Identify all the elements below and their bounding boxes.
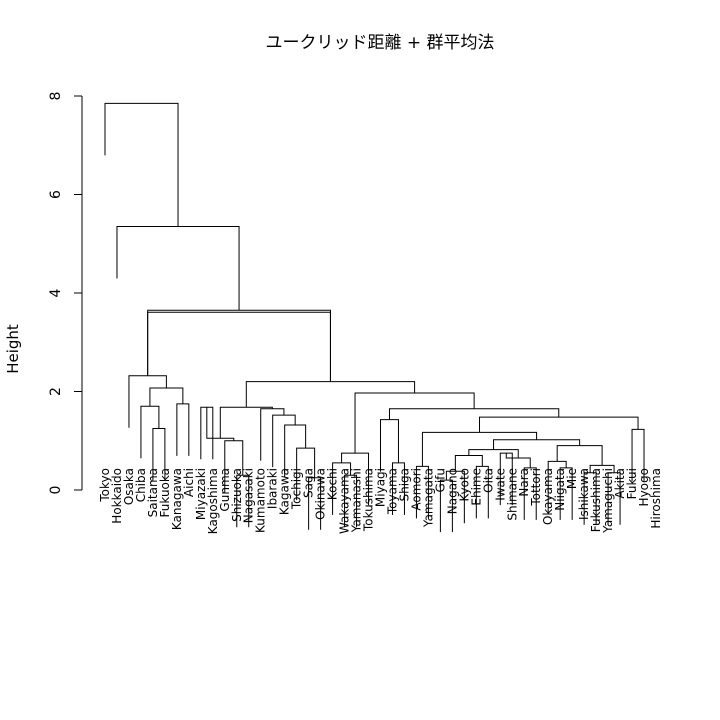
leaf-label: Yamaguchi	[601, 468, 615, 534]
dendrogram-link	[147, 311, 331, 382]
leaf-label: Fukui	[625, 468, 639, 499]
leaf-label: Miyagi	[374, 468, 388, 507]
dendrogram-link	[176, 403, 190, 456]
leaf-label: Wakayama	[338, 468, 352, 534]
leaf-label: Saga	[302, 468, 316, 498]
leaf-label: Iwate	[493, 468, 507, 501]
dendrogram-link	[493, 439, 581, 450]
leaf-label: Shimane	[505, 468, 519, 521]
leaf-label: Tochigi	[290, 468, 304, 510]
dendrogram-link	[206, 407, 235, 441]
dendrogram-link	[245, 381, 416, 408]
leaf-label: Shizuoka	[230, 468, 244, 522]
leaf-label: Kanagawa	[170, 468, 184, 530]
leaf-label: Ishikawa	[577, 468, 591, 520]
dendrogram-link	[421, 431, 538, 467]
dendrogram-link	[468, 449, 519, 458]
y-axis-label: Height	[4, 324, 22, 374]
leaf-label: Gifu	[433, 468, 447, 492]
leaf-label: Miyazaki	[194, 468, 208, 520]
leaf-label: Kumamoto	[254, 468, 268, 533]
y-axis: 0 2 4 6 8	[48, 92, 83, 495]
leaf-label: Oita	[481, 468, 495, 493]
dendrogram-link	[116, 226, 240, 311]
leaf-label: Chiba	[134, 468, 148, 502]
dendrogram-link	[308, 477, 322, 530]
leaf-label: Ehime	[469, 468, 483, 506]
leaf-label: Saitama	[146, 468, 160, 517]
leaf-label: Kochi	[326, 468, 340, 500]
y-tick-label: 6	[48, 190, 64, 199]
leaf-label: Akita	[613, 468, 627, 499]
leaf-label: Shiga	[397, 468, 411, 502]
leaf-label: Ibaraki	[266, 468, 280, 509]
chart-title: ユークリッド距離 + 群平均法	[265, 33, 494, 53]
leaf-label: Aichi	[182, 468, 196, 497]
dendrogram-links	[104, 102, 645, 533]
leaf-label: Yamanashi	[350, 468, 364, 533]
leaf-label: Hyogo	[637, 468, 651, 506]
leaf-label: Tottori	[529, 468, 543, 507]
leaf-label: Fukuoka	[158, 468, 172, 517]
dendrogram-link	[391, 462, 405, 515]
leaf-label: Niigata	[553, 468, 567, 511]
leaf-label: Nara	[517, 468, 531, 497]
leaf-label: Fukushima	[589, 468, 603, 532]
leaf-label: Kyoto	[457, 468, 471, 502]
leaf-label: Toyama	[385, 468, 399, 515]
y-tick-label: 4	[48, 288, 64, 297]
leaf-label: Osaka	[122, 468, 136, 505]
dendrogram-link	[147, 309, 331, 382]
dendrogram-link	[556, 445, 603, 466]
dendrogram-link	[140, 405, 160, 459]
dendrogram-link	[296, 447, 316, 501]
leaf-label: Okinawa	[314, 468, 328, 520]
dendrogram-link	[219, 406, 273, 439]
leaf-labels: TokyoHokkaidoOsakaChibaSaitamaFukuokaKan…	[98, 468, 663, 534]
dendrogram-link	[354, 392, 475, 454]
leaf-label: Yamagata	[421, 468, 435, 528]
leaf-label: Kagawa	[278, 468, 292, 515]
leaf-label: Mie	[565, 468, 579, 489]
dendrogram-link	[479, 416, 639, 433]
leaf-label: Kagoshima	[206, 468, 220, 534]
leaf-label: Aomori	[409, 468, 423, 511]
dendrogram-link	[380, 419, 399, 472]
leaf-label: Hiroshima	[649, 468, 663, 529]
leaf-label: Okayama	[541, 468, 555, 525]
dendrogram-link	[341, 452, 370, 506]
leaf-label: Gunma	[218, 468, 232, 512]
leaf-label: Hokkaido	[110, 468, 124, 524]
dendrogram-link	[607, 472, 621, 525]
y-tick-label: 8	[48, 92, 64, 101]
dendrogram-link	[152, 427, 166, 481]
dendrogram-link	[388, 408, 560, 420]
leaf-label: Nagasaki	[242, 468, 256, 523]
dendrogram-link	[272, 414, 296, 468]
leaf-label: Nagano	[445, 468, 459, 514]
dendrogram-link	[104, 102, 179, 227]
dendrogram-link	[332, 462, 352, 515]
leaf-label: Tokushima	[362, 468, 376, 532]
y-tick-label: 2	[48, 387, 64, 396]
y-tick-label: 0	[48, 486, 64, 495]
leaf-label: Tokyo	[98, 468, 112, 503]
dendrogram-link	[583, 472, 597, 525]
dendrogram-link	[128, 375, 167, 428]
